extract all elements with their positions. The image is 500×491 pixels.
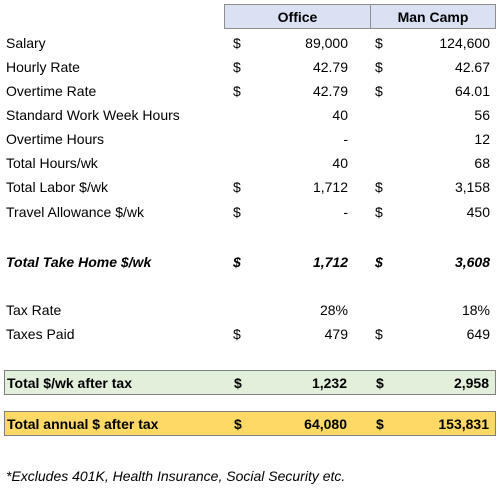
currency-sign: $ (233, 59, 241, 75)
cell-value: 40 (332, 107, 348, 123)
table-row: Total $/wk after tax $1,232 $2,958 (4, 370, 496, 395)
cell-value: 1,712 (312, 254, 348, 270)
currency-sign: $ (233, 179, 241, 195)
cell-value: 42.79 (312, 59, 348, 75)
footnote: *Excludes 401K, Health Insurance, Social… (6, 468, 346, 484)
table-row: Total Take Home $/wk $1,712 $3,608 (4, 250, 496, 275)
table-row: Travel Allowance $/wk $ - $450 (4, 200, 496, 225)
cell-value: 124,600 (439, 35, 490, 51)
cell-value: 1,232 (311, 375, 347, 391)
currency-sign: $ (375, 204, 383, 220)
row-label: Hourly Rate (6, 59, 80, 75)
table-row: Total Hours/wk 40 68 (4, 151, 496, 176)
table-row: Overtime Hours - 12 (4, 127, 496, 152)
cell-value: 153,831 (438, 416, 489, 432)
currency-sign: $ (375, 59, 383, 75)
cell-value: 479 (324, 326, 348, 342)
table-row: Tax Rate 28% 18% (4, 298, 496, 323)
cell-value: 450 (466, 204, 490, 220)
row-label: Total Labor $/wk (6, 179, 108, 195)
cell-value: 68 (474, 155, 490, 171)
cell-value: 3,608 (454, 254, 490, 270)
table-row: Overtime Rate $42.79 $64.01 (4, 79, 496, 104)
cell-value: 40 (332, 155, 348, 171)
table-row: Taxes Paid $479 $649 (4, 322, 496, 347)
row-label: Salary (6, 35, 46, 51)
currency-sign: $ (375, 35, 383, 51)
cell-value: 64.01 (454, 83, 490, 99)
currency-sign: $ (375, 179, 383, 195)
cell-value: - (343, 204, 348, 220)
cell-value: 2,958 (453, 375, 489, 391)
currency-sign: $ (375, 254, 383, 270)
currency-sign: $ (234, 416, 242, 432)
cell-value: - (343, 131, 348, 147)
currency-sign: $ (234, 375, 242, 391)
row-label: Tax Rate (6, 302, 62, 318)
currency-sign: $ (233, 254, 241, 270)
row-label: Total annual $ after tax (7, 416, 159, 432)
currency-sign: $ (375, 326, 383, 342)
column-header: Man Camp (370, 4, 496, 29)
currency-sign: $ (376, 416, 384, 432)
row-label: Total Take Home $/wk (6, 254, 152, 270)
table-row: Standard Work Week Hours 40 56 (4, 103, 496, 128)
column-header: Office (224, 4, 371, 29)
cell-value: 3,158 (454, 179, 490, 195)
table-row: Hourly Rate $42.79 $42.67 (4, 55, 496, 80)
currency-sign: $ (233, 326, 241, 342)
row-label: Overtime Rate (6, 83, 97, 99)
cell-value: 42.79 (312, 83, 348, 99)
row-label: Total Hours/wk (6, 155, 98, 171)
cell-value: 64,080 (304, 416, 347, 432)
cell-value: 12 (474, 131, 490, 147)
cell-value: 1,712 (312, 179, 348, 195)
currency-sign: $ (233, 35, 241, 51)
cell-value: 42.67 (454, 59, 490, 75)
row-label: Total $/wk after tax (7, 375, 133, 391)
cell-value: 649 (466, 326, 490, 342)
row-label: Standard Work Week Hours (6, 107, 180, 123)
cell-value: 18% (461, 302, 490, 318)
table-row: Total Labor $/wk $1,712 $3,158 (4, 175, 496, 200)
currency-sign: $ (233, 83, 241, 99)
row-label: Taxes Paid (6, 326, 75, 342)
cell-value: 28% (319, 302, 348, 318)
currency-sign: $ (233, 204, 241, 220)
table-row: Total annual $ after tax $64,080 $153,831 (4, 411, 496, 436)
currency-sign: $ (375, 83, 383, 99)
row-label: Travel Allowance $/wk (6, 204, 144, 220)
table-row: Salary $89,000 $124,600 (4, 31, 496, 56)
cell-value: 89,000 (305, 35, 348, 51)
row-label: Overtime Hours (6, 131, 105, 147)
currency-sign: $ (376, 375, 384, 391)
cell-value: 56 (474, 107, 490, 123)
